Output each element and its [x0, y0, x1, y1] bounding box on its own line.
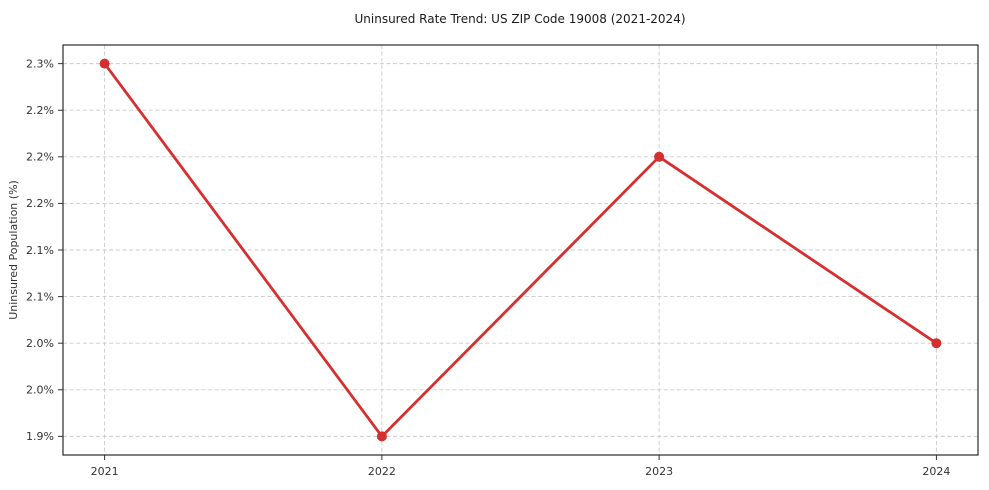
x-tick-label: 2021 — [91, 465, 119, 478]
data-point — [654, 151, 665, 162]
y-tick-label: 2.0% — [26, 337, 54, 350]
data-series-layer — [99, 58, 942, 442]
trend-line — [103, 62, 938, 438]
x-tick-label: 2024 — [922, 465, 950, 478]
y-axis-label: Uninsured Population (%) — [7, 180, 20, 320]
data-point — [99, 58, 110, 69]
grid-layer — [63, 45, 978, 455]
y-tick-label: 2.3% — [26, 57, 54, 70]
chart-title: Uninsured Rate Trend: US ZIP Code 19008 … — [354, 12, 685, 26]
y-tick-label: 2.1% — [26, 244, 54, 257]
y-tick-label: 2.0% — [26, 384, 54, 397]
y-tick-label: 2.2% — [26, 197, 54, 210]
x-tick-label: 2022 — [368, 465, 396, 478]
data-point — [931, 338, 942, 349]
y-tick-label: 2.2% — [26, 151, 54, 164]
data-point — [376, 431, 387, 442]
y-tick-label: 2.2% — [26, 104, 54, 117]
tick-label-layer: 1.9% 2.0% 2.0% 2.1% 2.1% 2.2% 2.2% 2.2% 2.3% 2021… — [26, 57, 950, 478]
y-tick-label: 2.1% — [26, 290, 54, 303]
y-tick-label: 1.9% — [26, 430, 54, 443]
plot-border — [62, 44, 979, 456]
x-tick-label: 2023 — [645, 465, 673, 478]
axis-tick-layer — [58, 63, 937, 460]
